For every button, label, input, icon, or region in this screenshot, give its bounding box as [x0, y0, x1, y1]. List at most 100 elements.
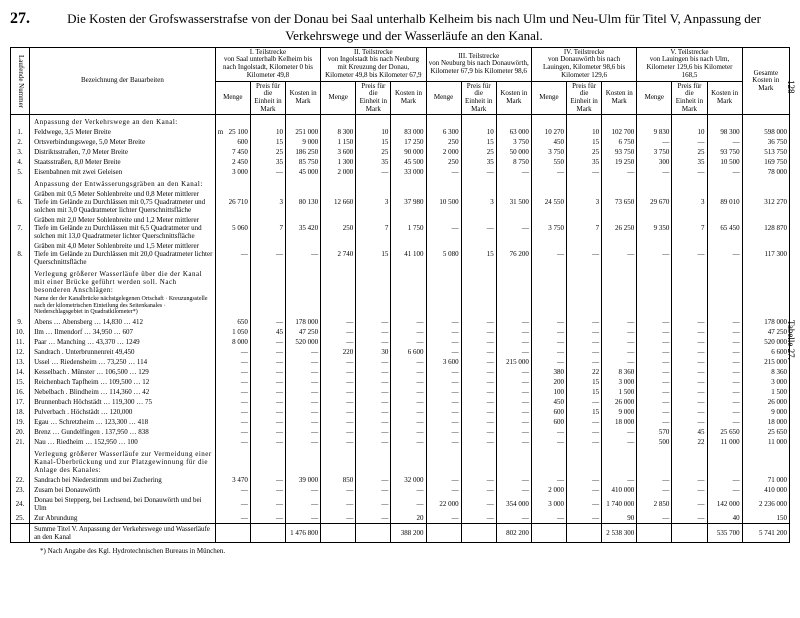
row-desc: Staatsstraßen, 8,0 Meter Breite — [30, 157, 216, 167]
cell: 12 660 — [321, 189, 356, 215]
cell: — — [356, 427, 391, 437]
cell: — — [707, 137, 742, 147]
cell: — — [567, 317, 602, 327]
cell: — — [672, 397, 707, 407]
cell: — — [391, 337, 426, 347]
cell: — — [637, 347, 672, 357]
cell: 9 000 — [286, 137, 321, 147]
cell: — — [321, 377, 356, 387]
cell: — — [637, 137, 672, 147]
cell: — — [391, 417, 426, 427]
row-num: 25. — [11, 513, 30, 524]
cell: 80 130 — [286, 189, 321, 215]
cell: — — [637, 327, 672, 337]
row-num: 15. — [11, 377, 30, 387]
cell: 2 850 — [637, 495, 672, 513]
cell: — — [286, 367, 321, 377]
cell: 25 — [672, 147, 707, 157]
row-desc: Brenz … Gundelfingen . 137,950 … 838 — [30, 427, 216, 437]
cell: — — [286, 437, 321, 447]
cell: — — [250, 347, 285, 357]
cell: 47 250 — [286, 327, 321, 337]
cell: — — [215, 397, 250, 407]
cell: 3 470 — [215, 475, 250, 485]
row-desc: Gräben mit 0,5 Meter Sohlenbreite und 0,… — [30, 189, 216, 215]
cell: — — [602, 241, 637, 267]
section-header-3: IV. Teilstreckevon Donauwörth bis nach L… — [531, 47, 636, 81]
cell: — — [426, 437, 461, 447]
cell: 35 — [356, 157, 391, 167]
row-num: 6. — [11, 189, 30, 215]
cell: 18 000 — [602, 417, 637, 427]
cell: — — [215, 367, 250, 377]
cell: 15 — [250, 137, 285, 147]
cell: 117 300 — [742, 241, 789, 267]
cell: — — [672, 347, 707, 357]
cell: — — [496, 397, 531, 407]
cell: — — [672, 387, 707, 397]
cell: 220 — [321, 347, 356, 357]
cell: — — [250, 407, 285, 417]
cell: 380 — [531, 367, 566, 377]
cell: — — [461, 377, 496, 387]
cell: 83 000 — [391, 127, 426, 137]
cell: 15 — [567, 137, 602, 147]
cell: 520 000 — [286, 337, 321, 347]
cell: — — [602, 347, 637, 357]
cell: — — [672, 241, 707, 267]
cell: 93 750 — [602, 147, 637, 157]
cell: 35 — [567, 157, 602, 167]
row-num: 8. — [11, 241, 30, 267]
row-num: 4. — [11, 157, 30, 167]
cell: 1 476 800 — [286, 524, 321, 543]
cell: 1 740 000 — [602, 495, 637, 513]
cell: — — [250, 377, 285, 387]
row-num: 16. — [11, 387, 30, 397]
cell: — — [461, 513, 496, 524]
cell — [531, 524, 566, 543]
cell: — — [461, 427, 496, 437]
cell: 6 600 — [742, 347, 789, 357]
cell: 35 — [672, 157, 707, 167]
cell: 215 000 — [496, 357, 531, 367]
cell: 26 000 — [742, 397, 789, 407]
cell: — — [461, 387, 496, 397]
row-desc: Brunnenbach Höchstädt … 119,300 … 75 — [30, 397, 216, 407]
cell: — — [426, 337, 461, 347]
cell: 3 750 — [531, 147, 566, 157]
cell: 3 600 — [321, 147, 356, 157]
cell: 1 050 — [215, 327, 250, 337]
cell: — — [391, 327, 426, 337]
cell: — — [707, 367, 742, 377]
cell: 98 300 — [707, 127, 742, 137]
cell: — — [356, 377, 391, 387]
cell: — — [461, 357, 496, 367]
section-header-2: III. Teilstreckevon Neuburg bis nach Don… — [426, 47, 531, 81]
cell: 802 200 — [496, 524, 531, 543]
cell: — — [496, 317, 531, 327]
cell: — — [461, 475, 496, 485]
cell: — — [426, 417, 461, 427]
row-desc: Ilm … Ilmendorf … 34,950 … 607 — [30, 327, 216, 337]
cell: 1 300 — [321, 157, 356, 167]
cell — [250, 524, 285, 543]
cell: 78 000 — [742, 167, 789, 177]
cell: 3 — [672, 189, 707, 215]
cell: 8 300 — [321, 127, 356, 137]
cell: — — [707, 417, 742, 427]
cell: 1 500 — [602, 387, 637, 397]
section-title: Anpassung der Verkehrswege an den Kanal: — [30, 115, 216, 128]
cell: 50 000 — [496, 147, 531, 157]
cell: — — [496, 513, 531, 524]
cell: — — [496, 407, 531, 417]
cell: — — [321, 317, 356, 327]
row-desc: Zusam bei Donauwörth — [30, 485, 216, 495]
cell: — — [426, 387, 461, 397]
cell: — — [250, 367, 285, 377]
cell: — — [286, 397, 321, 407]
cell: — — [321, 367, 356, 377]
cell: — — [531, 317, 566, 327]
cell: 8 360 — [602, 367, 637, 377]
cell: — — [250, 427, 285, 437]
cell: — — [321, 437, 356, 447]
